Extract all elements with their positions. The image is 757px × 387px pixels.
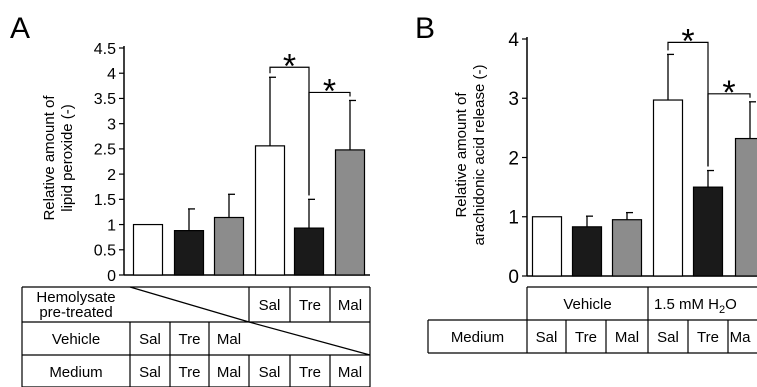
table-a-cell: Mal: [338, 297, 362, 314]
panel-a-y-tick-label: 2: [107, 167, 116, 184]
table-a-cell: Tre: [179, 331, 201, 348]
table-a-row-label-hemolysate: Hemolysate: [36, 289, 115, 306]
panel-a-y-tick-label: 0: [107, 268, 116, 285]
panel-b-significance-star: *: [722, 74, 735, 112]
panel-a-letter: A: [10, 12, 30, 45]
panel-b-bar: [531, 216, 563, 277]
panel-a-y-tick-label: 1.5: [94, 192, 116, 209]
table-b-cell: Sal: [536, 329, 558, 346]
table-b-cell: Sal: [657, 329, 679, 346]
table-b-cell: Mal: [615, 329, 639, 346]
panel-a-bar: [293, 227, 325, 276]
table-b-group-h2o-subscript: 2: [719, 304, 725, 316]
panel-a-y-tick-label: 4.5: [94, 41, 116, 58]
panel-b-y-tick-label: 2: [508, 148, 519, 169]
panel-a-bar: [173, 230, 205, 276]
panel-a-significance-bracket: [308, 91, 351, 196]
panel-b-bar: [571, 226, 603, 277]
panel-a-ylabel-line-2: lipid peroxide (-): [59, 104, 76, 212]
panel-a-y-tick-label: 3: [107, 116, 116, 133]
panel-b-bar: [692, 186, 724, 277]
panel-a-y-tick-label: 1: [107, 217, 116, 234]
table-a-cell: Tre: [179, 364, 201, 381]
table-b-group-h2o-main: 1.5 mM H: [654, 296, 719, 313]
table-b-row-label-medium: Medium: [451, 329, 504, 346]
panel-a-bar: [334, 149, 366, 276]
panel-a-y-tick-label: 3.5: [94, 91, 116, 108]
panel-b-y-tick-label: 3: [508, 89, 519, 110]
panel-b-y-tick-label: 0: [508, 267, 519, 288]
panel-b-plot: 0 1 2 3 4 * *: [508, 22, 757, 288]
table-b-cell: Tre: [697, 329, 719, 346]
panel-a-significance-star: *: [283, 47, 296, 85]
table-a-cell: Tre: [299, 364, 321, 381]
panel-b-bar: [734, 137, 757, 277]
panel-b-y-tick-label: 4: [508, 30, 519, 51]
table-a-cell: Sal: [139, 331, 161, 348]
table-a-cell: Mal: [338, 364, 362, 381]
panel-a-bar: [213, 216, 245, 276]
table-b-group-h2o: 1.5 mM H2O: [654, 296, 737, 316]
table-b-group-h2o-tail: O: [725, 296, 737, 313]
table-a-cell: Tre: [299, 297, 321, 314]
table-a-row-label-hemolysate: pre-treated: [39, 304, 112, 321]
panel-b-ylabel-line-2: arachidonic acid release (-): [471, 65, 488, 246]
table-a-cell: Mal: [217, 364, 241, 381]
panel-a-ylabel-line-1: Relative amount of: [41, 95, 58, 221]
table-a-row-label-vehicle: Vehicle: [52, 331, 100, 348]
panel-b-condition-table: Vehicle 1.5 mM H2O Medium Sal Tre Mal Sal Tre Ma: [427, 286, 757, 354]
panel-a-significance-star: *: [323, 72, 336, 110]
panel-a-bar: [254, 145, 286, 276]
panel-b-y-tick-label: 1: [508, 208, 519, 229]
table-a-empty-diagonal: [129, 286, 250, 323]
panel-a-y-tick-label: 0.5: [94, 243, 116, 260]
panel-b-bar: [611, 219, 643, 277]
table-a-cell: Sal: [259, 364, 281, 381]
panel-b-significance-bracket: [707, 93, 751, 167]
panel-a-plot: 0 0.5 1 1.5 2 2.5 3 3.5 4 4.5 * *: [94, 41, 370, 285]
panel-a-bar: [132, 223, 164, 276]
table-a-empty-diagonal: [248, 321, 371, 356]
panel-a-y-tick-label: 4: [107, 66, 116, 83]
table-a-cell: Sal: [259, 297, 281, 314]
table-b-group-vehicle: Vehicle: [563, 296, 611, 313]
table-a-row-label-medium: Medium: [49, 364, 102, 381]
table-b-cell: Tre: [575, 329, 597, 346]
panel-b-ylabel-line-1: Relative amount of: [453, 92, 470, 218]
panel-b-bar: [652, 99, 684, 277]
panel-b-letter: B: [415, 12, 435, 45]
table-b-cell: Ma: [730, 329, 751, 346]
table-a-cell: Sal: [139, 364, 161, 381]
panel-b-significance-star: *: [681, 22, 694, 60]
panel-a-y-tick-label: 2.5: [94, 142, 116, 159]
table-a-cell: Mal: [217, 331, 241, 348]
